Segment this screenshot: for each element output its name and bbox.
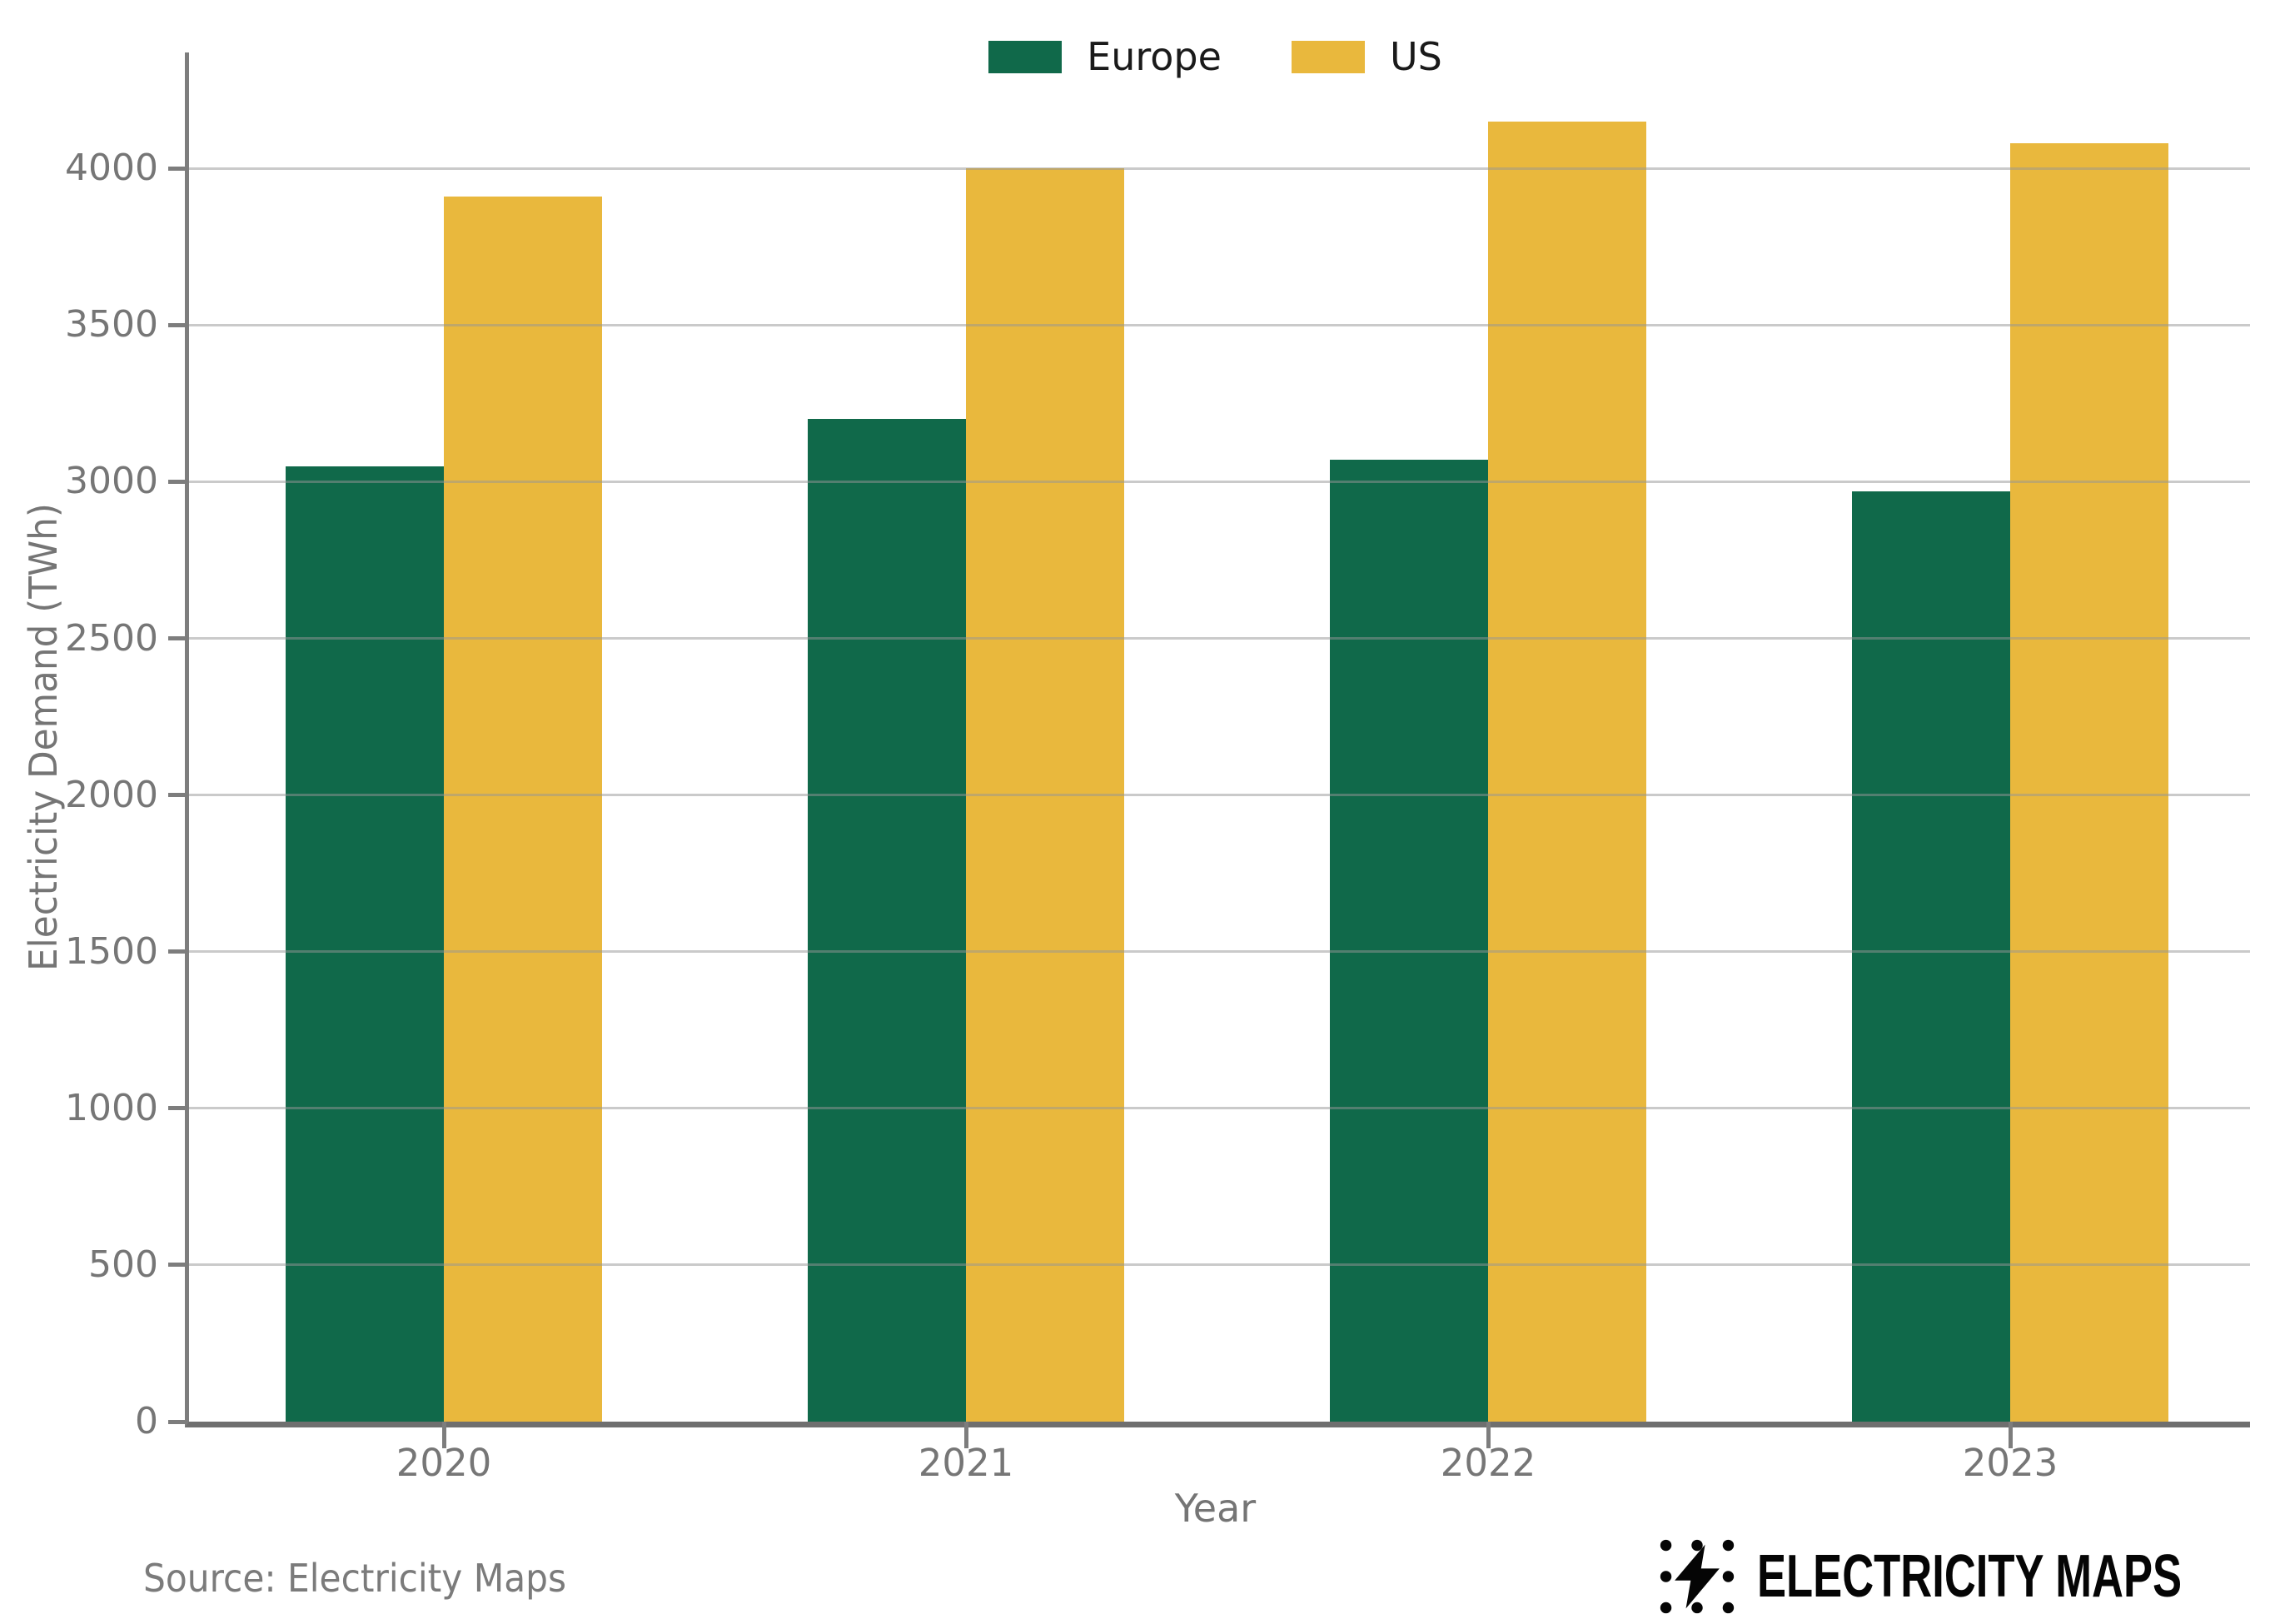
legend-label-us: US: [1389, 34, 1442, 79]
legend-item-us[interactable]: US: [1291, 34, 1442, 79]
x-tick-2021: [963, 1422, 968, 1448]
brand-name: ELECTRICITY MAPS: [1757, 1542, 2183, 1610]
plot-area: 0 500 1000 1500 2000 2500 3000 3500 4000 2020 2021…: [65, 52, 2250, 1482]
x-tick-label-2020: 2020: [396, 1441, 492, 1485]
gridline-1000: [189, 1107, 2250, 1110]
bar-europe-2022[interactable]: [1330, 460, 1488, 1422]
y-axis-title: Electricity Demand (TWh): [21, 503, 66, 971]
legend: Europe US: [185, 32, 2246, 82]
gridline-4000: [189, 167, 2250, 170]
x-tick-2020: [441, 1422, 446, 1448]
gridline-1500: [189, 950, 2250, 954]
y-tick-label-4000: 4000: [65, 147, 158, 190]
gridline-2500: [189, 637, 2250, 640]
legend-swatch-us: [1291, 40, 1365, 73]
y-tick-label-2500: 2500: [65, 616, 158, 660]
bar-us-2023[interactable]: [2010, 143, 2168, 1422]
x-axis-title: Year: [1174, 1486, 1257, 1531]
y-tick-label-2000: 2000: [65, 773, 158, 816]
x-tick-label-2021: 2021: [918, 1441, 1014, 1485]
legend-label-europe: Europe: [1087, 34, 1222, 79]
y-tick-2500: [168, 636, 185, 640]
bar-us-2020[interactable]: [444, 197, 602, 1422]
lightning-bolt-icon: [1660, 1539, 1735, 1613]
y-tick-label-0: 0: [135, 1400, 158, 1442]
gridline-500: [189, 1263, 2250, 1267]
x-tick-label-2023: 2023: [1962, 1441, 2058, 1485]
y-tick-0: [168, 1419, 185, 1424]
bar-europe-2020[interactable]: [286, 466, 444, 1422]
x-tick-2022: [1486, 1422, 1491, 1448]
y-tick-label-3000: 3000: [65, 460, 158, 503]
y-tick-3500: [168, 322, 185, 327]
gridline-2000: [189, 794, 2250, 797]
source-note: Source: Electricity Maps: [143, 1556, 567, 1601]
y-tick-label-1500: 1500: [65, 929, 158, 973]
y-tick-1500: [168, 949, 185, 954]
brand-logo: ELECTRICITY MAPS: [1657, 1532, 2270, 1620]
bar-europe-2021[interactable]: [808, 419, 966, 1422]
legend-swatch-europe: [988, 40, 1063, 73]
gridline-3500: [189, 323, 2250, 326]
x-tick-label-2022: 2022: [1440, 1441, 1536, 1485]
x-tick-2023: [2008, 1422, 2013, 1448]
y-tick-label-1000: 1000: [65, 1086, 158, 1129]
y-tick-2000: [168, 793, 185, 798]
gridline-3000: [189, 480, 2250, 483]
legend-item-europe[interactable]: Europe: [988, 37, 1222, 76]
y-tick-label-3500: 3500: [65, 303, 158, 346]
y-tick-1000: [168, 1106, 185, 1111]
bar-europe-2023[interactable]: [1852, 491, 2010, 1422]
y-tick-3000: [168, 479, 185, 484]
bar-us-2022[interactable]: [1488, 121, 1646, 1422]
y-tick-500: [168, 1263, 185, 1268]
y-tick-label-500: 500: [88, 1243, 158, 1286]
y-tick-4000: [168, 166, 185, 171]
